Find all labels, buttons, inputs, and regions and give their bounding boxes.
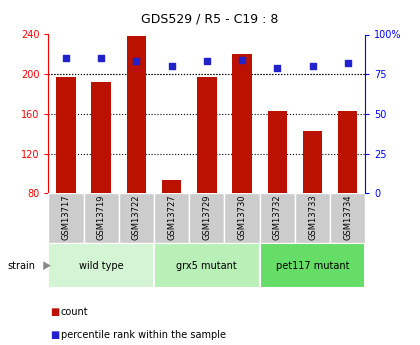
Text: GSM13733: GSM13733 [308, 194, 317, 240]
Text: GSM13719: GSM13719 [97, 195, 106, 240]
Bar [338, 111, 357, 193]
Point [344, 60, 351, 66]
Text: ■: ■ [50, 330, 60, 339]
Text: GSM13734: GSM13734 [343, 194, 352, 240]
Bar [56, 77, 76, 193]
Text: pet117 mutant: pet117 mutant [276, 261, 349, 270]
Text: GSM13729: GSM13729 [202, 195, 211, 240]
Text: GDS529 / R5 - C19 : 8: GDS529 / R5 - C19 : 8 [141, 12, 279, 25]
Bar [48, 243, 154, 288]
Bar [92, 82, 111, 193]
Bar [303, 131, 322, 193]
Bar [330, 193, 365, 243]
Point [63, 56, 69, 61]
Bar [232, 54, 252, 193]
Bar [127, 37, 146, 193]
Point [98, 56, 105, 61]
Point [274, 65, 281, 71]
Bar [119, 193, 154, 243]
Point [309, 63, 316, 69]
Text: GSM13722: GSM13722 [132, 195, 141, 240]
Text: ■: ■ [50, 307, 60, 317]
Point [239, 57, 245, 63]
Text: percentile rank within the sample: percentile rank within the sample [61, 330, 226, 339]
Bar [260, 193, 295, 243]
Point [133, 59, 140, 64]
Bar [48, 193, 84, 243]
Bar [189, 193, 224, 243]
Bar [268, 111, 287, 193]
Text: GSM13717: GSM13717 [61, 194, 71, 240]
Bar [154, 243, 260, 288]
Point [203, 59, 210, 64]
Text: GSM13730: GSM13730 [238, 194, 247, 240]
Text: GSM13727: GSM13727 [167, 194, 176, 240]
Text: GSM13732: GSM13732 [273, 194, 282, 240]
Bar [295, 193, 330, 243]
Text: grx5 mutant: grx5 mutant [176, 261, 237, 270]
Bar [162, 180, 181, 193]
Bar [197, 77, 217, 193]
Bar [224, 193, 260, 243]
Text: wild type: wild type [79, 261, 123, 270]
Text: count: count [61, 307, 89, 317]
Point [168, 63, 175, 69]
Text: strain: strain [8, 261, 36, 270]
Bar [260, 243, 365, 288]
Bar [154, 193, 189, 243]
Bar [84, 193, 119, 243]
